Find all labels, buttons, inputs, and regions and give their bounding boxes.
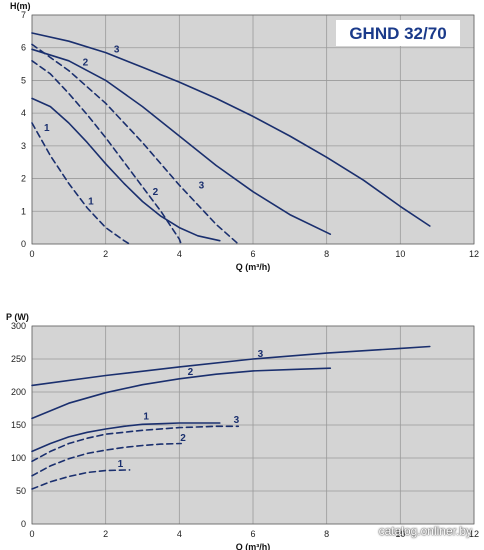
curve-label-2: 2 <box>188 367 194 378</box>
dashed-curve-1 <box>31 122 131 245</box>
chart-title: GHND 32/70 <box>349 24 446 43</box>
title-box <box>336 20 460 46</box>
y-tick-label: 6 <box>21 43 26 53</box>
y-tick-label: 50 <box>16 486 26 496</box>
x-axis-label: Q (m³/h) <box>236 542 271 550</box>
y-tick-label: 150 <box>11 420 26 430</box>
x-tick-label: 8 <box>324 249 329 259</box>
curve-label-1: 1 <box>143 412 149 423</box>
dashed-curve-3 <box>31 43 240 245</box>
solid-curve-2 <box>31 367 332 420</box>
curve-label-3: 3 <box>258 349 264 360</box>
x-tick-label: 4 <box>177 249 182 259</box>
solid-curve-3 <box>31 345 431 387</box>
x-tick-label: 12 <box>469 249 479 259</box>
y-tick-label: 250 <box>11 354 26 364</box>
x-tick-label: 2 <box>103 529 108 539</box>
y-tick-label: 1 <box>21 206 26 216</box>
curve-label-2: 2 <box>153 187 159 198</box>
y-tick-label: 0 <box>21 519 26 529</box>
curve-label-3: 3 <box>199 180 205 191</box>
x-tick-label: 0 <box>29 249 34 259</box>
x-tick-label: 0 <box>29 529 34 539</box>
curve-label-3: 3 <box>114 45 120 56</box>
x-tick-label: 4 <box>177 529 182 539</box>
curve-label-1: 1 <box>88 197 94 208</box>
y-tick-label: 0 <box>21 239 26 249</box>
y-tick-label: 200 <box>11 387 26 397</box>
x-tick-label: 10 <box>395 529 405 539</box>
solid-curve-3 <box>31 32 431 227</box>
y-tick-label: 2 <box>21 174 26 184</box>
solid-curve-2 <box>31 48 332 235</box>
y-tick-label: 4 <box>21 108 26 118</box>
x-tick-label: 2 <box>103 249 108 259</box>
solid-curve-1 <box>31 422 221 453</box>
watermark: catalog.onliner.by <box>378 524 472 538</box>
curve-label-2: 2 <box>180 433 186 444</box>
plot-frame <box>31 325 475 525</box>
curve-label-2: 2 <box>83 58 89 69</box>
y-tick-label: 3 <box>21 141 26 151</box>
dashed-curve-2 <box>31 59 182 245</box>
curve-label-1: 1 <box>44 123 50 134</box>
y-axis-label: P (W) <box>6 312 29 322</box>
x-tick-label: 10 <box>395 249 405 259</box>
curve-label-1: 1 <box>118 459 124 470</box>
x-tick-label: 8 <box>324 529 329 539</box>
plot-frame <box>31 14 475 245</box>
x-tick-label: 12 <box>469 529 479 539</box>
y-axis-label: H(m) <box>10 1 31 11</box>
curve-label-3: 3 <box>234 415 240 426</box>
y-tick-label: 100 <box>11 453 26 463</box>
x-tick-label: 6 <box>250 529 255 539</box>
x-tick-label: 6 <box>250 249 255 259</box>
solid-curve-1 <box>31 97 221 242</box>
y-tick-label: 7 <box>21 10 26 20</box>
dashed-curve-1 <box>31 469 131 490</box>
y-tick-label: 300 <box>11 321 26 331</box>
x-axis-label: Q (m³/h) <box>236 262 271 272</box>
y-tick-label: 5 <box>21 75 26 85</box>
